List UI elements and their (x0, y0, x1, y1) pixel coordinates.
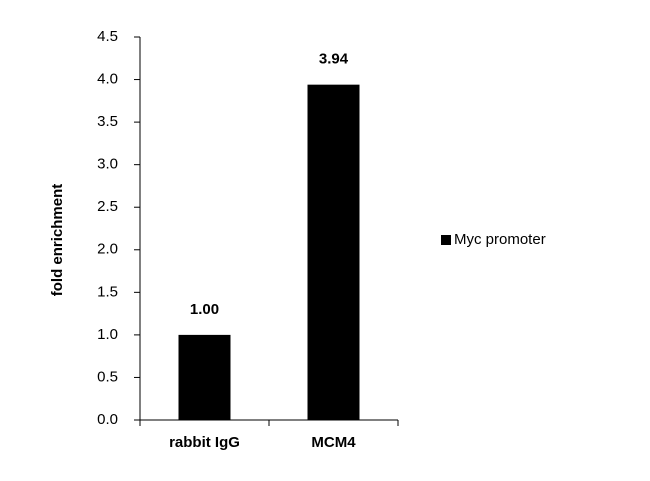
y-tick-label: 1.5 (97, 283, 118, 300)
y-tick-label: 4.5 (97, 28, 118, 45)
y-axis-label: fold enrichment (49, 184, 66, 297)
value-label: 3.94 (319, 51, 349, 68)
legend-swatch (441, 235, 451, 245)
bar (178, 334, 231, 420)
x-tick-label: rabbit IgG (169, 434, 240, 451)
x-tick-label: MCM4 (311, 434, 356, 451)
y-tick-label: 1.0 (97, 326, 118, 343)
bar (307, 84, 360, 420)
y-tick-label: 3.5 (97, 113, 118, 130)
value-label: 1.00 (190, 301, 219, 318)
y-tick-label: 3.0 (97, 156, 118, 173)
y-tick-label: 4.0 (97, 71, 118, 88)
y-tick-label: 0.0 (97, 411, 118, 428)
y-tick-label: 2.5 (97, 198, 118, 215)
y-tick-label: 0.5 (97, 368, 118, 385)
legend-label: Myc promoter (454, 231, 546, 248)
y-tick-label: 2.0 (97, 241, 118, 258)
